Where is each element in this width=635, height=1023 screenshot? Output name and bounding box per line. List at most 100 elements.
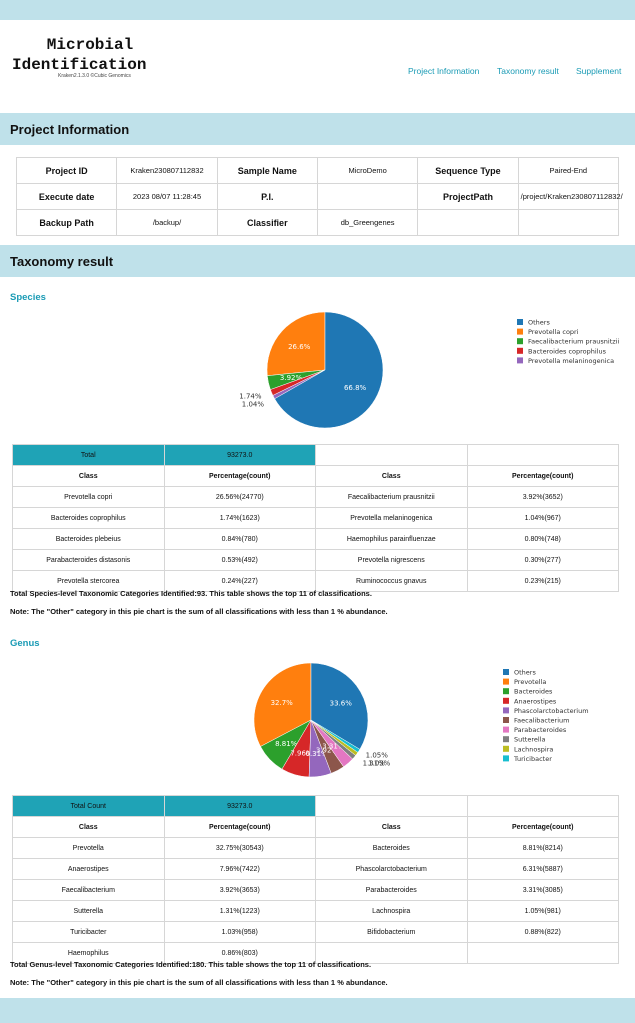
- total-row: Total 93273.0: [12, 444, 619, 466]
- class-name: Bacteroides plebeius: [12, 528, 165, 550]
- class-name: Anaerostipes: [12, 858, 165, 880]
- field-label: P.I.: [216, 183, 318, 210]
- class-name: Faecalibacterium: [12, 879, 165, 901]
- slice-label: 66.8%: [344, 384, 367, 392]
- slice-label: 32.7%: [271, 699, 294, 707]
- logo: Microbial: [45, 20, 135, 56]
- section-band: [0, 245, 635, 277]
- legend-label: Prevotella: [514, 678, 546, 686]
- table-row: Prevotella copri 26.56%(24770) Faecalibact…: [12, 486, 619, 508]
- legend-swatch: [517, 319, 523, 325]
- slice-label: 1.05%: [366, 751, 389, 759]
- legend-label: Others: [528, 319, 550, 327]
- field-label: [417, 209, 519, 236]
- column-header: Percentage(count): [466, 465, 619, 487]
- field-value: /project/Kraken230807112832/: [517, 183, 623, 210]
- slice-label: 7.96%: [290, 749, 313, 757]
- note: Note: The "Other" category in this pie c…: [10, 978, 388, 987]
- percentage: 3.31%(3085): [466, 879, 619, 901]
- legend-swatch: [503, 755, 509, 762]
- note: Total Species-level Taxonomic Categories…: [10, 589, 372, 598]
- slice-label: 1.04%: [242, 400, 265, 408]
- legend-swatch: [503, 717, 509, 723]
- legend-label: Prevotella copri: [528, 328, 579, 336]
- slice-label: 1.74%: [239, 392, 262, 400]
- header-row: Class Percentage(count) Class Percentage(co…: [12, 816, 619, 838]
- field-label: Backup Path: [15, 209, 118, 236]
- column-header: Class: [315, 816, 468, 838]
- table-row: Prevotella 32.75%(30543) Bacteroides 8.81%(…: [12, 837, 619, 859]
- total-value: 93273.0: [163, 444, 316, 466]
- class-name: Prevotella melaninogenica: [315, 507, 468, 529]
- percentage: 7.96%(7422): [163, 858, 316, 880]
- section-heading: Project Information: [10, 122, 130, 137]
- legend-label: Lachnospira: [514, 745, 553, 753]
- total-value: 93273.0: [163, 795, 316, 817]
- total-label: Total Count: [12, 795, 165, 817]
- field-value: db_Greengenes: [316, 209, 419, 236]
- logo-line: Identification: [12, 56, 147, 74]
- percentage: 3.92%(3653): [163, 879, 316, 901]
- legend-label: Prevotella melaninogenica: [528, 357, 614, 365]
- legend-swatch: [503, 678, 509, 685]
- field-value: Kraken230807112832: [116, 157, 218, 184]
- empty-cell: [315, 444, 468, 466]
- slice-label: 8.81%: [275, 740, 298, 748]
- column-header: Class: [12, 465, 165, 487]
- table-row: Turicibacter 1.03%(958) Bifidobacterium 0.8…: [12, 921, 619, 943]
- percentage: 1.31%(1223): [163, 900, 316, 922]
- slice-label: 3.31%: [322, 742, 345, 750]
- legend-swatch: [503, 736, 509, 743]
- class-name: Phascolarctobacterium: [315, 858, 468, 880]
- pie-slice: [266, 311, 326, 376]
- table-row: Faecalibacterium 3.92%(3653) Parabacteroid…: [12, 879, 619, 901]
- class-name: Parabacteroides: [315, 879, 468, 901]
- table-row: Bacteroides plebeius 0.84%(780) Haemophilu…: [12, 528, 619, 550]
- class-name: Prevotella: [12, 837, 165, 859]
- field-label: Classifier: [216, 209, 318, 236]
- percentage: 0.84%(780): [163, 528, 316, 550]
- slice-label: 26.6%: [288, 343, 311, 351]
- percentage: 0.23%(215): [466, 570, 619, 592]
- slice-label: 33.6%: [330, 700, 353, 708]
- class-name: Turicibacter: [12, 921, 165, 943]
- percentage: 0.80%(748): [466, 528, 619, 550]
- legend-label: Phascolarctobacterium: [514, 707, 589, 715]
- legend-swatch: [517, 347, 523, 354]
- legend-label: Faecalibacterium: [514, 717, 569, 725]
- section-band: [0, 113, 635, 145]
- empty-cell: [466, 444, 619, 466]
- percentage: 3.92%(3652): [466, 486, 619, 508]
- percentage: 0.53%(492): [163, 549, 316, 571]
- nav-link[interactable]: Supplement: [576, 66, 622, 76]
- percentage: 1.74%(1623): [163, 507, 316, 529]
- slice-label: 1.31%: [363, 759, 386, 767]
- legend-swatch: [503, 745, 509, 752]
- nav-link[interactable]: Project Information: [408, 66, 480, 76]
- percentage: 26.56%(24770): [163, 486, 316, 508]
- pie-chart: 26.6%3.92%1.74%1.04%66.8%OthersPrevotell…: [239, 311, 619, 429]
- table-row: Prevotella stercorea 0.24%(227) Ruminococc…: [12, 570, 619, 592]
- pie-slice: [310, 662, 369, 750]
- table-row: Project ID Kraken230807112832 Sample Name M…: [15, 157, 620, 184]
- column-header: Percentage(count): [163, 465, 316, 487]
- legend-swatch: [503, 669, 509, 675]
- legend-swatch: [503, 726, 509, 733]
- percentage: 8.81%(8214): [466, 837, 619, 859]
- table-row: Execute date 2023 08/07 11:28:45 P.I. Proje…: [15, 183, 623, 210]
- table-row: Parabacteroides distasonis 0.53%(492) Prev…: [12, 549, 619, 571]
- nav-link[interactable]: Taxonomy result: [497, 66, 559, 76]
- legend-swatch: [503, 697, 509, 704]
- percentage: 1.05%(981): [466, 900, 619, 922]
- percentage: 0.86%(803): [163, 942, 316, 964]
- legend-swatch: [503, 688, 509, 695]
- table-row: Backup Path/backup/Classifier db_Greengen…: [15, 209, 620, 236]
- field-value: /backup/: [116, 209, 218, 236]
- legend-label: Bacteroides: [514, 688, 553, 696]
- legend-label: Sutterella: [514, 736, 545, 744]
- field-value: MicroDemo: [316, 157, 419, 184]
- field-value: Paired-End: [517, 157, 620, 184]
- slice-label: 3.92%: [280, 374, 303, 382]
- field-label: Sequence Type: [417, 157, 519, 184]
- note: Total Genus-level Taxonomic Categories I…: [10, 960, 372, 969]
